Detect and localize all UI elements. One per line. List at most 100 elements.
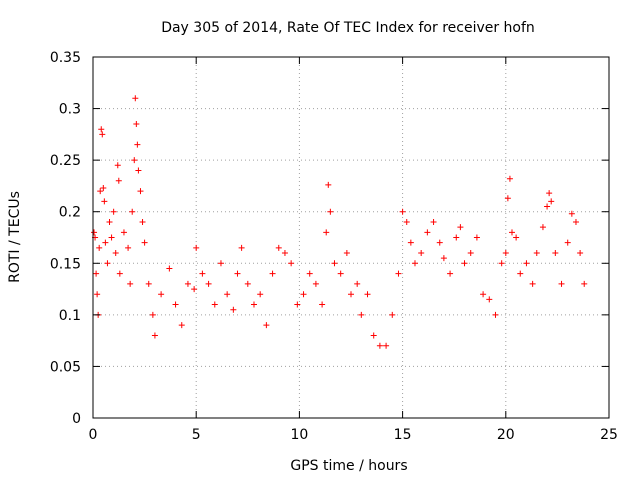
data-point — [131, 157, 138, 164]
data-point — [436, 239, 443, 246]
y-tick-label: 0.2 — [59, 205, 81, 221]
data-point — [288, 260, 295, 267]
data-point — [358, 311, 365, 318]
data-point — [294, 301, 301, 308]
data-point — [101, 198, 108, 205]
data-point — [486, 296, 493, 303]
data-point — [120, 229, 127, 236]
data-point — [572, 219, 579, 226]
data-point — [502, 249, 509, 256]
axis-ticks: 0 5 10 15 20 25 0 0.05 0.1 0.15 0.2 0.25 0.3 0.35 — [50, 50, 618, 443]
data-point — [564, 239, 571, 246]
data-point — [250, 301, 257, 308]
data-point — [193, 244, 200, 251]
data-point — [343, 249, 350, 256]
data-point — [418, 249, 425, 256]
data-point — [112, 249, 119, 256]
data-point — [331, 260, 338, 267]
data-point — [323, 229, 330, 236]
data-point — [568, 210, 575, 217]
y-tick-label: 0.05 — [50, 359, 81, 375]
data-point — [395, 270, 402, 277]
x-axis-title: GPS time / hours — [290, 458, 407, 474]
data-point — [306, 270, 313, 277]
data-point — [166, 265, 173, 272]
data-point — [191, 286, 198, 293]
data-point — [178, 322, 185, 329]
data-point — [440, 255, 447, 262]
data-point — [141, 239, 148, 246]
x-tick-label: 25 — [600, 427, 618, 443]
data-point — [461, 260, 468, 267]
data-point — [281, 249, 288, 256]
data-point — [234, 270, 241, 277]
data-point — [403, 219, 410, 226]
data-point — [300, 291, 307, 298]
data-point — [151, 332, 158, 339]
data-point — [224, 291, 231, 298]
data-point — [383, 342, 390, 349]
data-point — [312, 280, 319, 287]
data-point — [523, 260, 530, 267]
data-point — [98, 126, 105, 133]
data-point — [529, 280, 536, 287]
data-point — [211, 301, 218, 308]
data-point — [184, 280, 191, 287]
data-point — [110, 208, 117, 215]
x-tick-label: 5 — [192, 427, 201, 443]
data-point — [513, 234, 520, 241]
data-point — [172, 301, 179, 308]
y-tick-label: 0.3 — [59, 102, 81, 118]
data-point — [430, 219, 437, 226]
data-point — [275, 244, 282, 251]
data-point — [539, 224, 546, 231]
data-point — [102, 239, 109, 246]
data-point — [96, 244, 103, 251]
data-point — [114, 162, 121, 169]
data-point — [407, 239, 414, 246]
data-point — [104, 260, 111, 267]
data-point — [506, 175, 513, 182]
data-point — [205, 280, 212, 287]
data-point — [548, 198, 555, 205]
data-point — [93, 270, 100, 277]
data-points — [91, 95, 588, 349]
data-point — [319, 301, 326, 308]
data-point — [99, 131, 106, 138]
chart-title: Day 305 of 2014, Rate Of TEC Index for r… — [161, 20, 535, 36]
data-point — [106, 219, 113, 226]
data-point — [139, 219, 146, 226]
data-point — [125, 244, 132, 251]
data-point — [97, 188, 104, 195]
data-point — [558, 280, 565, 287]
data-point — [498, 260, 505, 267]
data-point — [327, 208, 334, 215]
data-point — [145, 280, 152, 287]
plot-frame — [92, 56, 610, 419]
data-point — [546, 190, 553, 197]
y-tick-label: 0.1 — [59, 308, 81, 324]
data-point — [504, 195, 511, 202]
data-point — [269, 270, 276, 277]
x-tick-label: 0 — [89, 427, 98, 443]
data-point — [238, 244, 245, 251]
data-point — [467, 249, 474, 256]
data-point — [364, 291, 371, 298]
data-point — [230, 306, 237, 313]
data-point — [370, 332, 377, 339]
data-point — [457, 224, 464, 231]
x-tick-label: 10 — [290, 427, 308, 443]
data-point — [127, 280, 134, 287]
data-point — [424, 229, 431, 236]
data-point — [508, 229, 515, 236]
data-point — [100, 184, 107, 191]
data-point — [149, 311, 156, 318]
data-point — [376, 342, 383, 349]
data-point — [129, 208, 136, 215]
data-point — [577, 249, 584, 256]
data-point — [447, 270, 454, 277]
y-tick-label: 0.25 — [50, 153, 81, 169]
data-point — [473, 234, 480, 241]
